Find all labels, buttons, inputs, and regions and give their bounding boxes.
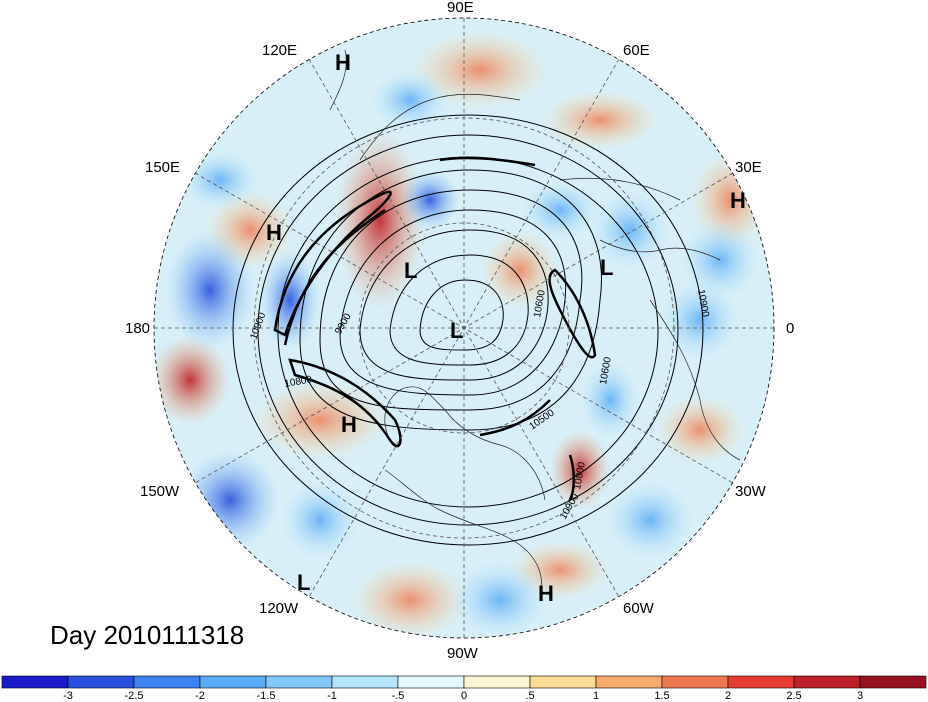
colorbar-swatch (793, 675, 861, 689)
lon-90w: 90W (447, 645, 479, 662)
pressure-center-label: L (404, 258, 417, 283)
contour-label: 10900 (695, 289, 711, 319)
globe-boundary (153, 17, 775, 639)
colorbar-swatch (265, 675, 333, 689)
lon-180: 180 (125, 320, 150, 337)
colorbar-swatch (595, 675, 663, 689)
colorbar-tick-label: 3 (857, 690, 863, 702)
colorbar-tick-label: -.5 (392, 690, 405, 702)
pressure-center-labels: H H L L L H H L H (266, 50, 746, 606)
colorbar-swatch (331, 675, 399, 689)
contour-label: 10600 (598, 356, 614, 386)
colorbar-tick-label: .5 (525, 690, 534, 702)
pressure-center-label: H (341, 412, 357, 437)
lon-60e: 60E (623, 42, 650, 59)
colorbar-tick-label: -3 (63, 690, 73, 702)
colorbar: -3 -2.5 -2 -1.5 -1 -.5 0 .5 1 1.5 2 2.5 3 (1, 675, 927, 702)
colorbar-swatch (727, 675, 795, 689)
colorbar-swatch (661, 675, 729, 689)
pressure-center-label: H (335, 50, 351, 75)
colorbar-swatch (397, 675, 465, 689)
colorbar-tick-label: 2.5 (786, 690, 801, 702)
anomaly-field (154, 18, 774, 638)
colorbar-swatch (859, 675, 927, 689)
day-title: Day 2010111318 (50, 620, 245, 650)
graticule (154, 18, 774, 638)
lon-90e: 90E (447, 0, 474, 16)
lon-120e: 120E (262, 42, 297, 59)
pressure-center-label: H (730, 188, 746, 213)
lon-150e: 150E (145, 159, 180, 176)
pressure-center-label: H (266, 220, 282, 245)
lon-120w: 120W (259, 600, 299, 617)
colorbar-swatch (529, 675, 597, 689)
lon-150w: 150W (140, 483, 180, 500)
contour-label: 10600 (532, 289, 548, 319)
colorbar-swatch (199, 675, 267, 689)
colorbar-tick-label: 1.5 (654, 690, 669, 702)
height-contours (232, 114, 704, 546)
colorbar-tick-label: 1 (593, 690, 599, 702)
coastlines (329, 49, 741, 601)
longitude-labels: 90E 60E 30E 0 30W 60W 90W 120W 150W 180 … (125, 0, 794, 662)
contour-label: 10800 (572, 461, 588, 491)
pressure-center-label: L (450, 318, 463, 343)
colorbar-tick-label: -1.5 (257, 690, 276, 702)
colorbar-swatch (133, 675, 201, 689)
pressure-center-label: L (600, 255, 613, 280)
pressure-center-label: L (297, 570, 310, 595)
lon-0: 0 (786, 320, 794, 337)
colorbar-swatch (1, 675, 69, 689)
colorbar-tick-label: 0 (461, 690, 467, 702)
colorbar-swatch (67, 675, 135, 689)
lon-60w: 60W (623, 600, 655, 617)
colorbar-tick-label: -2.5 (125, 690, 144, 702)
lon-30e: 30E (735, 159, 762, 176)
colorbar-tick-label: -1 (327, 690, 337, 702)
lon-30w: 30W (735, 483, 767, 500)
contour-label: 10800 (284, 374, 314, 390)
colorbar-swatch (463, 675, 531, 689)
colorbar-tick-label: 2 (725, 690, 731, 702)
pressure-center-label: H (538, 581, 554, 606)
colorbar-tick-label: -2 (195, 690, 205, 702)
